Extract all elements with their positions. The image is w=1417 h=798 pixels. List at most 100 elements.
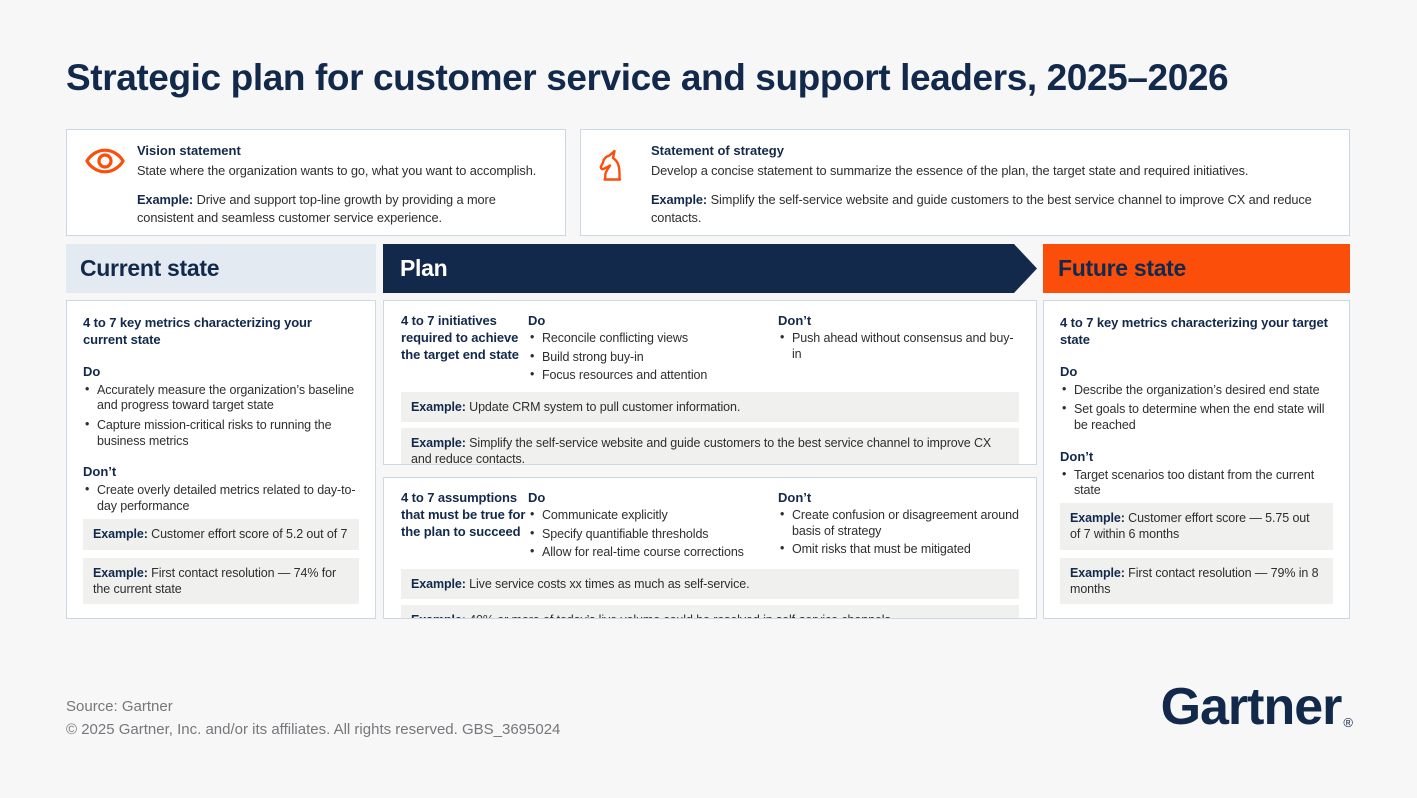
card-title: Statement of strategy bbox=[651, 143, 784, 158]
dont-label: Don’t bbox=[83, 464, 117, 480]
list-item-text: Reconcile conflicting views bbox=[542, 331, 688, 345]
example-label: Example: bbox=[1070, 511, 1125, 525]
list-item-text: Allow for real-time course corrections bbox=[542, 545, 744, 560]
panel-heading: 4 to 7 initiatives required to achieve t… bbox=[401, 313, 519, 362]
page-title: Strategic plan for customer service and … bbox=[66, 57, 1229, 98]
list-item-text: Describe the organization’s desired end … bbox=[1074, 382, 1320, 397]
example-label: Example: bbox=[411, 436, 466, 451]
statement-of-strategy-card: Statement of strategy Develop a concise … bbox=[580, 129, 1350, 236]
plan-initiatives-panel: 4 to 7 initiatives required to achieve t… bbox=[383, 300, 1037, 465]
column-header-label: Plan bbox=[400, 255, 448, 281]
column-header-plan-arrow: Plan bbox=[383, 244, 1037, 293]
do-column: Do Reconcile conflicting views Build str… bbox=[528, 313, 778, 384]
example-text: Update CRM system to pull customer infor… bbox=[469, 399, 741, 414]
example-label: Example: bbox=[93, 527, 148, 542]
list-item: Push ahead without consensus and buy-in bbox=[778, 330, 1019, 362]
panel-heading: 4 to 7 key metrics characterizing your c… bbox=[83, 315, 312, 347]
card-example: Example: Drive and support top-line grow… bbox=[137, 191, 549, 226]
column-header-label: Future state bbox=[1058, 255, 1187, 281]
card-body: State where the organization wants to go… bbox=[137, 163, 537, 178]
card-title: Vision statement bbox=[137, 143, 241, 158]
example-text: Drive and support top-line growth by pro… bbox=[137, 192, 496, 225]
example-text: Customer effort score — 5.75 out of 7 wi… bbox=[1070, 511, 1310, 542]
list-item: Describe the organization’s desired end … bbox=[1060, 382, 1333, 399]
plan-assumptions-panel: 4 to 7 assumptions that must be true for… bbox=[383, 477, 1037, 619]
vision-statement-card: Vision statement State where the organiz… bbox=[66, 129, 566, 236]
example-label: Example: bbox=[93, 565, 148, 580]
do-label: Do bbox=[528, 490, 546, 505]
example-group: Example: Update CRM system to pull custo… bbox=[401, 391, 1019, 465]
list-item-text: Push ahead without consensus and buy-in bbox=[792, 331, 1014, 361]
list-item-text: Capture mission-critical risks to runnin… bbox=[97, 418, 332, 448]
list-item: Focus resources and attention bbox=[528, 367, 778, 384]
list-item-text: Build strong buy-in bbox=[542, 349, 644, 364]
example-group: Example: Customer effort score of 5.2 ou… bbox=[83, 519, 359, 604]
list-item: Create overly detailed metrics related t… bbox=[83, 482, 359, 514]
example-label: Example: bbox=[411, 576, 466, 591]
example-text: Customer effort score of 5.2 out of 7 bbox=[151, 527, 348, 542]
column-header-future-state: Future state bbox=[1043, 244, 1350, 293]
current-state-panel: 4 to 7 key metrics characterizing your c… bbox=[66, 300, 376, 619]
future-state-panel: 4 to 7 key metrics characterizing your t… bbox=[1043, 300, 1350, 619]
gartner-logo-text: Gartner bbox=[1160, 678, 1343, 736]
example-text: First contact resolution — 74% for the c… bbox=[93, 565, 337, 596]
list-item-text: Target scenarios too distant from the cu… bbox=[1074, 467, 1315, 498]
do-column: Do Communicate explicitly Specify quanti… bbox=[528, 490, 778, 561]
list-item-text: Specify quantifiable thresholds bbox=[542, 526, 709, 541]
panel-heading: 4 to 7 assumptions that must be true for… bbox=[401, 490, 526, 539]
example-box: Example: Live service costs xx times as … bbox=[401, 568, 1019, 600]
do-label: Do bbox=[528, 313, 546, 328]
list-item: Target scenarios too distant from the cu… bbox=[1060, 467, 1333, 499]
example-box: Example: Update CRM system to pull custo… bbox=[401, 391, 1019, 423]
do-label: Do bbox=[83, 363, 101, 379]
dont-label: Don’t bbox=[1060, 448, 1094, 464]
example-text: Simplify the self-service website and gu… bbox=[651, 192, 1312, 225]
example-group: Example: Customer effort score — 5.75 ou… bbox=[1060, 503, 1333, 604]
list-item-text: Create confusion or disagreement around … bbox=[792, 508, 1019, 538]
example-box: Example: Simplify the self-service websi… bbox=[401, 428, 1019, 465]
example-box: Example: First contact resolution — 79% … bbox=[1060, 557, 1333, 604]
example-label: Example: bbox=[1070, 565, 1125, 580]
dont-label: Don’t bbox=[778, 313, 812, 328]
example-label: Example: bbox=[137, 192, 194, 208]
list-item: Set goals to determine when the end stat… bbox=[1060, 401, 1333, 433]
do-label: Do bbox=[1060, 363, 1078, 379]
column-header-label: Current state bbox=[80, 255, 220, 281]
example-label: Example: bbox=[651, 192, 708, 208]
list-item-text: Focus resources and attention bbox=[542, 368, 708, 383]
example-box: Example: Customer effort score — 5.75 ou… bbox=[1060, 503, 1333, 550]
card-example: Example: Simplify the self-service websi… bbox=[651, 191, 1333, 226]
list-item: Specify quantifiable thresholds bbox=[528, 526, 778, 543]
list-item: Allow for real-time course corrections bbox=[528, 544, 778, 561]
list-item-text: Accurately measure the organization’s ba… bbox=[97, 382, 355, 413]
eye-icon bbox=[85, 143, 137, 223]
list-item: Create confusion or disagreement around … bbox=[778, 507, 1019, 539]
gartner-logo: Gartner ® bbox=[1161, 681, 1353, 733]
dont-column: Don’t Create confusion or disagreement a… bbox=[778, 490, 1019, 561]
list-item: Reconcile conflicting views bbox=[528, 330, 778, 347]
column-header-current-state: Current state bbox=[66, 244, 376, 293]
list-item-text: Set goals to determine when the end stat… bbox=[1074, 402, 1325, 433]
footer: Source: Gartner © 2025 Gartner, Inc. and… bbox=[66, 698, 560, 739]
list-item-text: Create overly detailed metrics related t… bbox=[97, 483, 356, 513]
example-text: Simplify the self-service website and gu… bbox=[411, 436, 992, 465]
list-item: Capture mission-critical risks to runnin… bbox=[83, 417, 359, 449]
footer-source: Source: Gartner bbox=[66, 698, 173, 715]
example-box: Example: First contact resolution — 74% … bbox=[83, 557, 359, 604]
dont-label: Don’t bbox=[778, 490, 812, 505]
example-text: Live service costs xx times as much as s… bbox=[469, 576, 750, 591]
list-item: Omit risks that must be mitigated bbox=[778, 541, 1019, 558]
panel-heading: 4 to 7 key metrics characterizing your t… bbox=[1060, 315, 1328, 347]
registered-mark: ® bbox=[1343, 715, 1353, 730]
card-body: Develop a concise statement to summarize… bbox=[651, 163, 1249, 178]
list-item-text: Omit risks that must be mitigated bbox=[792, 542, 971, 557]
example-text: First contact resolution — 79% in 8 mont… bbox=[1070, 565, 1319, 596]
example-box: Example: Customer effort score of 5.2 ou… bbox=[83, 519, 359, 550]
list-item: Accurately measure the organization’s ba… bbox=[83, 382, 359, 414]
dont-column: Don’t Push ahead without consensus and b… bbox=[778, 313, 1019, 384]
chess-knight-icon bbox=[599, 143, 651, 223]
footer-copyright: © 2025 Gartner, Inc. and/or its affiliat… bbox=[66, 721, 561, 738]
